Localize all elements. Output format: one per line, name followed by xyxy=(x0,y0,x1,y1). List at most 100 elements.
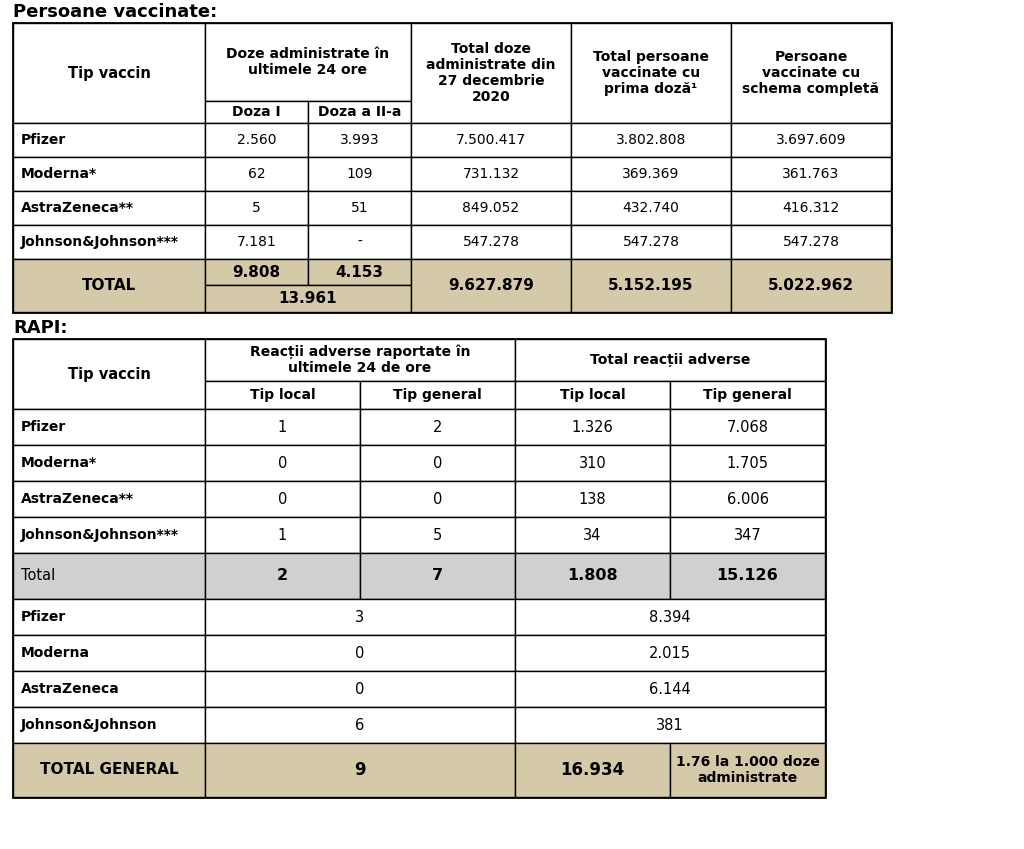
Text: 0: 0 xyxy=(278,492,287,507)
Text: 9.808: 9.808 xyxy=(232,265,281,279)
Bar xyxy=(205,23,411,101)
Bar xyxy=(515,517,670,553)
Bar xyxy=(411,191,571,225)
Text: Doza I: Doza I xyxy=(232,105,281,119)
Bar xyxy=(13,409,205,445)
Text: 0: 0 xyxy=(433,492,442,507)
Text: 5: 5 xyxy=(433,527,442,543)
Bar xyxy=(308,123,411,157)
Text: AstraZeneca**: AstraZeneca** xyxy=(22,201,134,215)
Text: Moderna*: Moderna* xyxy=(22,167,97,181)
Text: 6.006: 6.006 xyxy=(726,492,768,507)
Text: Moderna*: Moderna* xyxy=(22,456,97,470)
Bar xyxy=(515,635,825,671)
Bar xyxy=(13,707,205,743)
Bar xyxy=(205,445,360,481)
Text: Tip vaccin: Tip vaccin xyxy=(68,65,151,81)
Text: Persoane
vaccinate cu
schema completă: Persoane vaccinate cu schema completă xyxy=(742,50,880,96)
Bar xyxy=(515,481,670,517)
Text: 0: 0 xyxy=(278,456,287,470)
Bar xyxy=(515,409,670,445)
Text: 51: 51 xyxy=(350,201,369,215)
Bar xyxy=(515,599,825,635)
Text: 2: 2 xyxy=(276,569,288,583)
Bar xyxy=(571,191,731,225)
Bar xyxy=(411,225,571,259)
Text: Moderna: Moderna xyxy=(22,646,90,660)
Text: 5.152.195: 5.152.195 xyxy=(608,278,693,293)
Bar xyxy=(731,191,891,225)
Bar xyxy=(731,259,891,312)
Bar xyxy=(205,191,308,225)
Bar xyxy=(13,23,205,123)
Bar xyxy=(205,381,360,409)
Text: 34: 34 xyxy=(584,527,602,543)
Bar xyxy=(571,23,731,123)
Bar xyxy=(205,157,308,191)
Bar xyxy=(205,101,308,123)
Text: 347: 347 xyxy=(733,527,762,543)
Text: 3.993: 3.993 xyxy=(340,133,379,147)
Text: 1: 1 xyxy=(278,419,287,435)
Text: TOTAL GENERAL: TOTAL GENERAL xyxy=(40,762,178,778)
Bar xyxy=(515,445,670,481)
Text: 369.369: 369.369 xyxy=(623,167,680,181)
Text: AstraZeneca**: AstraZeneca** xyxy=(22,492,134,506)
Text: 13.961: 13.961 xyxy=(279,291,337,306)
Text: 0: 0 xyxy=(433,456,442,470)
Bar xyxy=(205,517,360,553)
Text: 361.763: 361.763 xyxy=(782,167,840,181)
Text: Total persoane
vaccinate cu
prima doză¹: Total persoane vaccinate cu prima doză¹ xyxy=(593,50,709,96)
Bar xyxy=(515,553,670,599)
Text: 16.934: 16.934 xyxy=(560,761,625,779)
Bar xyxy=(205,259,308,285)
Bar xyxy=(731,225,891,259)
Text: Johnson&Johnson***: Johnson&Johnson*** xyxy=(22,235,179,249)
Bar xyxy=(515,707,825,743)
Bar xyxy=(205,635,515,671)
Bar xyxy=(308,225,411,259)
Text: 1: 1 xyxy=(278,527,287,543)
Text: Pfizer: Pfizer xyxy=(22,610,67,624)
Bar xyxy=(13,481,205,517)
Text: 547.278: 547.278 xyxy=(782,235,840,249)
Bar xyxy=(13,23,891,312)
Bar xyxy=(13,553,205,599)
Text: 3.802.808: 3.802.808 xyxy=(615,133,686,147)
Text: Reacții adverse raportate în
ultimele 24 de ore: Reacții adverse raportate în ultimele 24… xyxy=(250,345,470,375)
Text: 6.144: 6.144 xyxy=(649,682,691,696)
Text: 6: 6 xyxy=(355,717,365,733)
Text: 7.500.417: 7.500.417 xyxy=(456,133,526,147)
Text: 547.278: 547.278 xyxy=(463,235,519,249)
Bar xyxy=(670,743,825,797)
Text: Total: Total xyxy=(22,569,55,583)
Text: 15.126: 15.126 xyxy=(717,569,778,583)
Bar xyxy=(13,123,205,157)
Bar xyxy=(360,553,515,599)
Text: 381: 381 xyxy=(656,717,684,733)
Text: 62: 62 xyxy=(248,167,265,181)
Text: 1.705: 1.705 xyxy=(726,456,768,470)
Bar xyxy=(571,259,731,312)
Bar xyxy=(670,553,825,599)
Text: 9: 9 xyxy=(354,761,366,779)
Text: RAPI:: RAPI: xyxy=(13,319,68,337)
Bar xyxy=(205,671,515,707)
Bar xyxy=(13,339,825,797)
Bar xyxy=(515,339,825,381)
Bar xyxy=(308,101,411,123)
Text: 1.808: 1.808 xyxy=(567,569,617,583)
Bar xyxy=(205,225,308,259)
Text: Tip general: Tip general xyxy=(393,388,482,402)
Bar xyxy=(360,517,515,553)
Text: 731.132: 731.132 xyxy=(463,167,519,181)
Text: Pfizer: Pfizer xyxy=(22,420,67,434)
Text: 432.740: 432.740 xyxy=(623,201,680,215)
Bar xyxy=(13,225,205,259)
Text: 4.153: 4.153 xyxy=(336,265,384,279)
Bar xyxy=(731,23,891,123)
Text: Total reacții adverse: Total reacții adverse xyxy=(590,353,751,367)
Text: 2.560: 2.560 xyxy=(237,133,276,147)
Bar xyxy=(205,707,515,743)
Bar xyxy=(205,743,515,797)
